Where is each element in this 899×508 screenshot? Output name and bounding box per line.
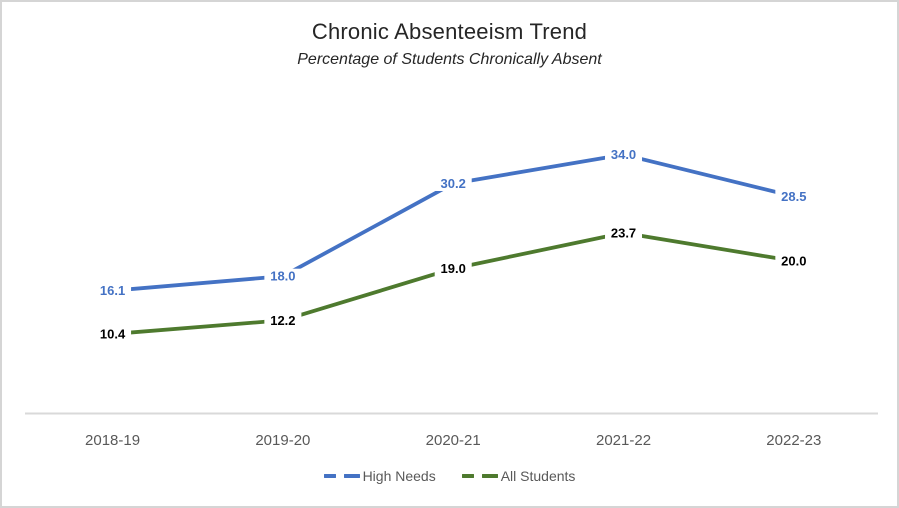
legend-dash	[461, 474, 474, 478]
data-label: 28.5	[781, 189, 806, 204]
legend-item-high-needs: High Needs	[323, 468, 436, 484]
legend-label: High Needs	[362, 468, 436, 484]
data-label-bg	[605, 147, 643, 163]
chart-title: Chronic Absenteeism Trend	[311, 19, 588, 44]
data-label-bg	[264, 268, 302, 284]
data-label-bg	[264, 312, 302, 328]
x-axis-label: 2018-19	[85, 432, 140, 449]
data-label-bg	[94, 283, 132, 299]
data-label: 20.0	[781, 254, 806, 269]
legend-label: All Students	[500, 468, 576, 484]
data-label-bg	[434, 175, 472, 191]
x-axis-label: 2022-23	[766, 432, 821, 449]
x-axis-label: 2021-22	[596, 432, 651, 449]
x-axis-label: 2020-21	[426, 432, 481, 449]
data-label-bg	[434, 261, 472, 277]
data-label: 19.0	[441, 261, 466, 276]
legend-dash	[481, 474, 498, 478]
legend-line-swatch	[461, 474, 498, 478]
chart-legend: High Needs All Students	[2, 468, 897, 484]
data-label-bg	[94, 326, 132, 342]
chart-subtitle: Percentage of Students Chronically Absen…	[297, 51, 602, 68]
data-label-bg	[775, 188, 813, 204]
data-label: 12.2	[270, 313, 295, 328]
data-label: 16.1	[100, 283, 125, 298]
data-label-bg	[605, 225, 643, 241]
data-label: 23.7	[611, 225, 636, 240]
x-axis-label: 2019-20	[255, 432, 310, 449]
legend-item-all-students: All Students	[461, 468, 576, 484]
legend-dash	[343, 474, 360, 478]
legend-line-swatch	[323, 474, 360, 478]
data-label: 34.0	[611, 147, 636, 162]
data-label: 18.0	[270, 269, 295, 284]
legend-dash	[323, 474, 336, 478]
data-label-bg	[775, 253, 813, 269]
data-label: 10.4	[100, 326, 126, 341]
data-label: 30.2	[441, 176, 466, 191]
